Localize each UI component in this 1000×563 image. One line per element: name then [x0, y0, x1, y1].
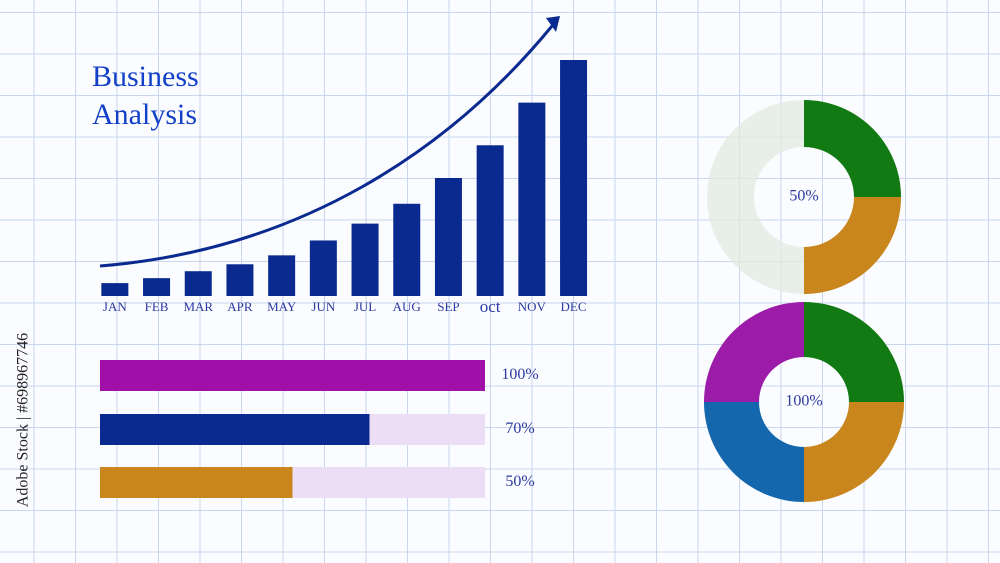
x-tick-label: NOV — [518, 299, 547, 314]
x-tick-label: JUN — [311, 299, 335, 314]
bar — [184, 271, 212, 296]
bar — [101, 283, 129, 296]
donut-segment — [804, 100, 901, 197]
x-tick-label: oct — [480, 297, 501, 316]
bar — [309, 240, 337, 296]
donut-center-label: 100% — [785, 393, 822, 410]
donut-segment — [804, 302, 904, 402]
bar — [143, 278, 171, 296]
bar — [476, 145, 504, 296]
bar — [351, 223, 379, 296]
x-tick-label: JAN — [103, 299, 127, 314]
donut-segment — [704, 302, 804, 402]
donut-center-label: 50% — [789, 188, 818, 205]
arrow-head — [546, 16, 560, 32]
x-tick-label: DEC — [561, 299, 587, 314]
bar — [518, 102, 546, 296]
x-tick-label: MAY — [267, 299, 297, 314]
x-tick-label: JUL — [354, 299, 376, 314]
value-label: 70% — [505, 420, 534, 437]
watermark: Adobe Stock | #698967746 — [15, 333, 32, 507]
donut-segment — [804, 402, 904, 502]
progress-bar — [100, 467, 293, 498]
donut-segment — [704, 402, 804, 502]
donut-segment — [804, 197, 901, 294]
x-tick-label: SEP — [437, 299, 459, 314]
x-tick-label: FEB — [145, 299, 169, 314]
progress-bar — [100, 360, 485, 391]
bar — [226, 264, 254, 296]
x-tick-label: AUG — [393, 299, 421, 314]
x-tick-label: APR — [227, 299, 253, 314]
value-label: 100% — [501, 366, 538, 383]
bar — [560, 59, 588, 296]
bar — [393, 203, 421, 296]
bar — [268, 255, 296, 296]
x-tick-label: MAR — [183, 299, 213, 314]
bar — [434, 177, 462, 296]
progress-bar — [100, 414, 370, 445]
value-label: 50% — [505, 473, 534, 490]
chart-title: Business Analysis — [92, 60, 199, 131]
trend-arrow — [99, 25, 554, 268]
